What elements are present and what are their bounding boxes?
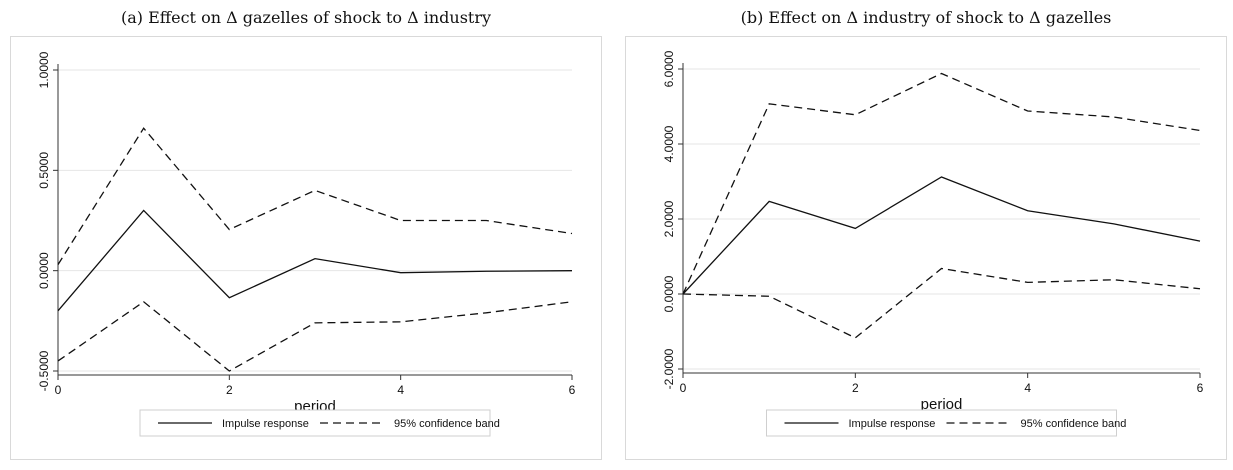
- y-tick-label: 0.0000: [662, 275, 676, 312]
- chart-b: -2.0000 0.0000 2.0000 4.0000 6.0000 0 2 4 6 perio…: [625, 36, 1227, 460]
- chart-frame: [625, 36, 1227, 460]
- impulse-response-line: [682, 176, 1201, 295]
- lower-confidence-line: [682, 267, 1201, 339]
- x-tick-label: 4: [397, 383, 404, 397]
- legend-label-confidence: 95% confidence band: [1021, 418, 1127, 430]
- x-tick-label: 2: [226, 383, 233, 397]
- lower-confidence-line: [57, 300, 573, 372]
- x-tick-label: 0: [55, 383, 62, 397]
- x-tick-label: 6: [569, 383, 576, 397]
- y-tick-label: 6.0000: [662, 50, 676, 87]
- upper-confidence-line: [57, 127, 573, 265]
- y-tick-label: 2.0000: [662, 200, 676, 237]
- x-tick-label: 6: [1197, 381, 1204, 395]
- legend-label-impulse: Impulse response: [849, 418, 936, 430]
- chart-b-title: (b) Effect on Δ industry of shock to Δ g…: [740, 8, 1112, 27]
- chart-a-title: (a) Effect on Δ gazelles of shock to Δ i…: [120, 8, 492, 27]
- y-tick-label: 0.5000: [37, 152, 51, 189]
- x-tick-label: 0: [680, 381, 687, 395]
- legend-label-confidence: 95% confidence band: [394, 418, 500, 430]
- upper-confidence-line: [682, 72, 1201, 295]
- y-tick-label: 0.0000: [37, 252, 51, 289]
- impulse-response-line: [57, 209, 573, 312]
- y-tick-label: -0.5000: [37, 350, 51, 391]
- chart-frame: [10, 36, 602, 460]
- y-tick-label: 1.0000: [37, 51, 51, 88]
- y-tick-label: 4.0000: [662, 125, 676, 162]
- legend-label-impulse: Impulse response: [222, 418, 309, 430]
- x-tick-label: 2: [852, 381, 859, 395]
- x-axis-label: period: [921, 396, 963, 413]
- x-tick-label: 4: [1024, 381, 1031, 395]
- y-tick-label: -2.0000: [662, 348, 676, 389]
